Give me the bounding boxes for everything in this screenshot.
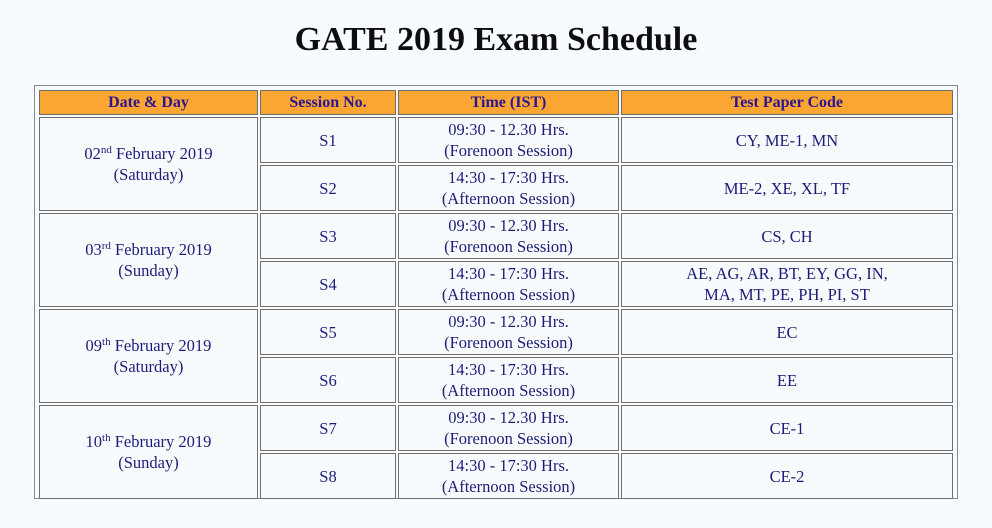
time-cell: 09:30 - 12.30 Hrs. (Forenoon Session) — [398, 213, 619, 259]
date-suffix: rd — [101, 240, 111, 252]
time-cell: 09:30 - 12.30 Hrs. (Forenoon Session) — [398, 309, 619, 355]
time-cell: 14:30 - 17:30 Hrs. (Afternoon Session) — [398, 165, 619, 211]
time-range: 14:30 - 17:30 Hrs. — [448, 264, 569, 283]
paper-code-cell: CE-1 — [621, 405, 953, 451]
session-cell: S8 — [260, 453, 396, 499]
header-session-no: Session No. — [260, 90, 396, 115]
date-cell: 09th February 2019 (Saturday) — [39, 309, 258, 403]
date-month-year: February 2019 — [115, 240, 212, 259]
date-weekday: (Saturday) — [113, 165, 184, 184]
time-cell: 14:30 - 17:30 Hrs. (Afternoon Session) — [398, 261, 619, 307]
paper-code-cell: AE, AG, AR, BT, EY, GG, IN, MA, MT, PE, … — [621, 261, 953, 307]
date-cell: 03rd February 2019 (Sunday) — [39, 213, 258, 307]
paper-code-cell: EE — [621, 357, 953, 403]
session-cell: S7 — [260, 405, 396, 451]
paper-codes: ME-2, XE, XL, TF — [723, 178, 851, 198]
time-range: 14:30 - 17:30 Hrs. — [448, 168, 569, 187]
time-period: (Afternoon Session) — [441, 381, 576, 400]
session-cell: S4 — [260, 261, 396, 307]
date-day-num: 02 — [84, 144, 101, 163]
time-period: (Forenoon Session) — [444, 429, 573, 448]
time-period: (Afternoon Session) — [441, 285, 576, 304]
header-row: Date & Day Session No. Time (IST) Test P… — [39, 90, 953, 115]
table-row: 09th February 2019 (Saturday) S5 09:30 -… — [39, 309, 953, 403]
date-suffix: th — [102, 432, 111, 444]
time-period: (Forenoon Session) — [444, 333, 573, 352]
date-suffix: nd — [100, 144, 112, 156]
time-range: 09:30 - 12.30 Hrs. — [448, 216, 569, 235]
schedule-table-frame: Date & Day Session No. Time (IST) Test P… — [34, 85, 958, 499]
time-range: 09:30 - 12.30 Hrs. — [448, 408, 569, 427]
time-cell: 09:30 - 12.30 Hrs. (Forenoon Session) — [398, 405, 619, 451]
date-weekday: (Sunday) — [118, 261, 179, 280]
paper-codes: CE-2 — [769, 466, 805, 486]
table-row: S2 14:30 - 17:30 Hrs. (Afternoon Session… — [39, 165, 953, 211]
session-cell: S6 — [260, 357, 396, 403]
date-weekday: (Sunday) — [118, 453, 179, 472]
time-range: 09:30 - 12.30 Hrs. — [448, 120, 569, 139]
time-range: 14:30 - 17:30 Hrs. — [448, 360, 569, 379]
table-row: 02nd February 2019 (Saturday) S1 09:30 -… — [39, 117, 953, 211]
table-row: S6 14:30 - 17:30 Hrs. (Afternoon Session… — [39, 357, 953, 403]
paper-code-cell: EC — [621, 309, 953, 355]
table-row: 03rd February 2019 (Sunday) S3 09:30 - 1… — [39, 213, 953, 307]
date-suffix: th — [102, 336, 111, 348]
time-cell: 14:30 - 17:30 Hrs. (Afternoon Session) — [398, 357, 619, 403]
time-range: 09:30 - 12.30 Hrs. — [448, 312, 569, 331]
paper-codes: EE — [776, 370, 798, 390]
session-cell: S1 — [260, 117, 396, 163]
paper-code-cell: CY, ME-1, MN — [621, 117, 953, 163]
date-day-num: 03 — [85, 240, 102, 259]
table-row: S4 14:30 - 17:30 Hrs. (Afternoon Session… — [39, 261, 953, 307]
header-time-ist: Time (IST) — [398, 90, 619, 115]
time-period: (Afternoon Session) — [441, 189, 576, 208]
date-day-num: 10 — [85, 432, 103, 451]
header-test-paper-code: Test Paper Code — [621, 90, 953, 115]
paper-codes: CE-1 — [769, 418, 805, 438]
paper-codes: CS, CH — [761, 226, 813, 246]
date-month-year: February 2019 — [114, 336, 212, 355]
table-row: 10th February 2019 (Sunday) S7 09:30 - 1… — [39, 405, 953, 499]
time-cell: 14:30 - 17:30 Hrs. (Afternoon Session) — [398, 453, 619, 499]
page-title: GATE 2019 Exam Schedule — [294, 21, 698, 58]
date-month-year: February 2019 — [115, 144, 213, 163]
paper-codes-line2: MA, MT, PE, PH, PI, ST — [704, 285, 870, 304]
paper-codes: EC — [776, 322, 798, 342]
table-row: S8 14:30 - 17:30 Hrs. (Afternoon Session… — [39, 453, 953, 499]
paper-code-cell: CS, CH — [621, 213, 953, 259]
time-period: (Forenoon Session) — [444, 141, 573, 160]
time-period: (Forenoon Session) — [444, 237, 573, 256]
date-cell: 02nd February 2019 (Saturday) — [39, 117, 258, 211]
session-cell: S2 — [260, 165, 396, 211]
paper-code-cell: CE-2 — [621, 453, 953, 499]
date-cell: 10th February 2019 (Sunday) — [39, 405, 258, 499]
exam-schedule-table: Date & Day Session No. Time (IST) Test P… — [37, 88, 955, 501]
header-date-day: Date & Day — [39, 90, 258, 115]
time-range: 14:30 - 17:30 Hrs. — [448, 456, 569, 475]
time-period: (Afternoon Session) — [441, 477, 576, 496]
paper-codes: CY, ME-1, MN — [735, 130, 839, 150]
session-cell: S3 — [260, 213, 396, 259]
paper-codes-line1: AE, AG, AR, BT, EY, GG, IN, — [686, 264, 888, 283]
date-day-num: 09 — [85, 336, 103, 355]
date-weekday: (Saturday) — [113, 357, 184, 376]
paper-code-cell: ME-2, XE, XL, TF — [621, 165, 953, 211]
time-cell: 09:30 - 12.30 Hrs. (Forenoon Session) — [398, 117, 619, 163]
session-cell: S5 — [260, 309, 396, 355]
date-month-year: February 2019 — [114, 432, 212, 451]
